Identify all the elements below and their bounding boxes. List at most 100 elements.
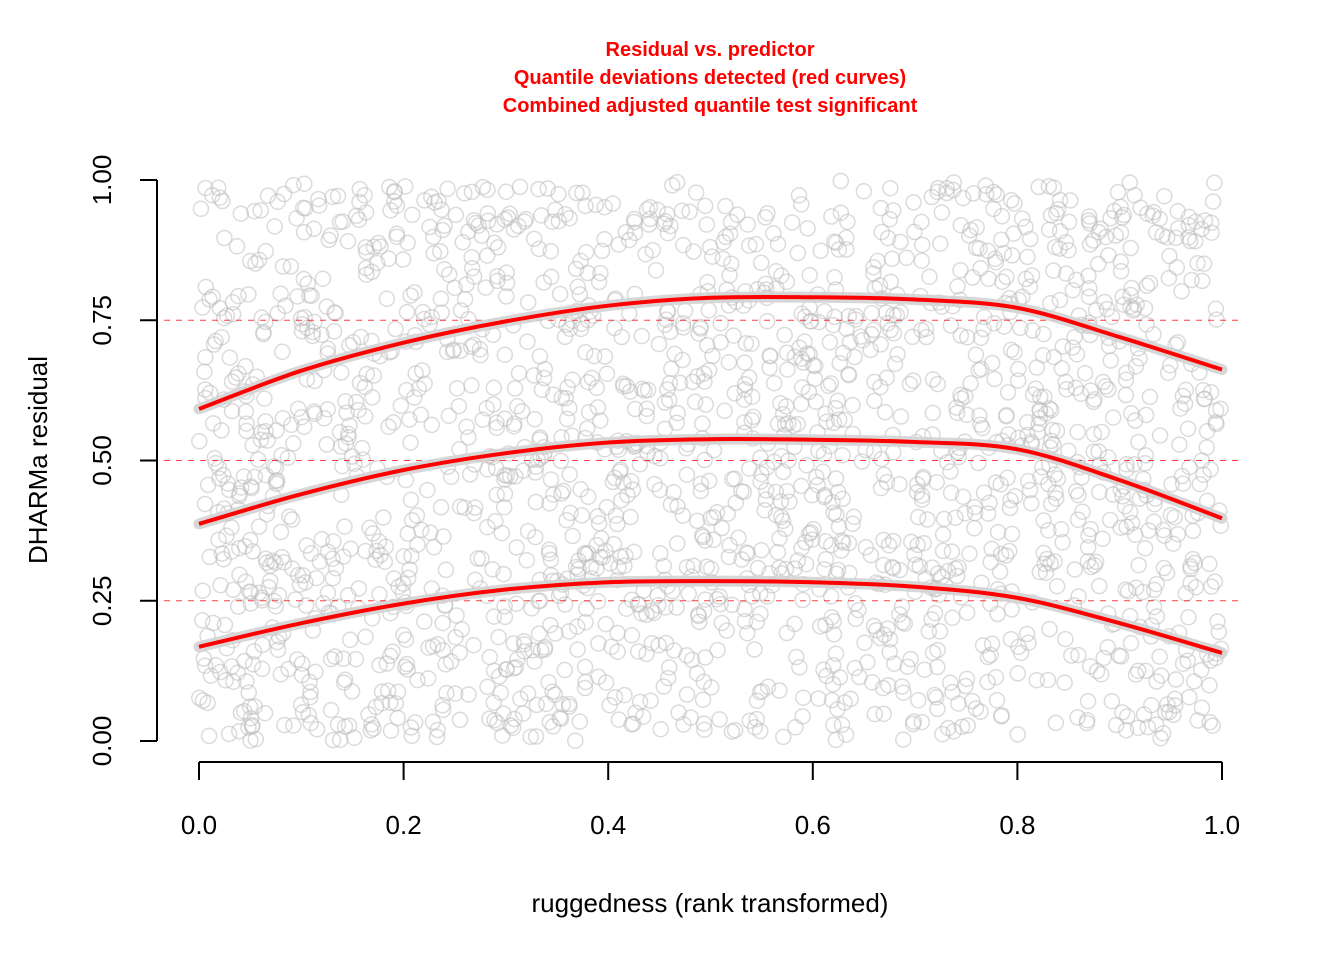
residual-point [556,596,574,613]
residual-point [295,270,313,288]
residual-point [429,721,446,739]
residual-point [364,525,382,542]
residual-point [329,187,347,205]
residual-point [909,476,926,493]
residual-point [596,348,614,365]
residual-point [772,493,790,510]
residual-point [574,184,591,202]
residual-point [675,236,692,254]
residual-point [388,228,406,245]
residual-point [518,551,536,569]
residual-point [1062,192,1079,209]
residual-point [237,573,255,590]
residual-point [347,650,365,668]
residual-point [633,327,651,345]
residual-point [385,414,402,431]
residual-point [876,403,894,421]
residual-point [620,231,638,249]
residual-point [627,704,644,722]
residual-point [461,466,479,483]
residual-point [993,231,1010,248]
y-axis: 0.00 0.25 0.50 0.75 1.00 [87,155,158,766]
residual-point [552,710,570,728]
residual-point [341,631,359,649]
residual-point [381,647,399,665]
residual-point [433,304,450,321]
residual-point [810,690,827,707]
residual-point [971,407,988,424]
residual-point [242,595,259,612]
residual-point [910,692,927,709]
residual-point [989,523,1007,541]
residual-point [1081,280,1098,297]
residual-point [786,615,803,633]
residual-point [906,546,923,563]
residual-point [381,178,398,196]
residual-point [527,728,545,745]
residual-point [965,185,982,202]
residual-point [399,569,417,587]
residual-point [847,610,864,628]
residual-point [561,320,579,338]
residual-point [1028,671,1045,689]
residual-point [560,698,578,715]
residual-point [545,386,562,403]
residual-point [725,327,742,344]
residual-point [964,269,981,286]
residual-point [428,728,446,746]
residual-point [905,194,922,211]
residual-point [558,410,576,428]
residual-point [288,209,305,227]
residual-point [719,505,736,522]
residual-point [403,727,421,745]
residual-point [357,542,374,560]
residual-point [885,325,903,342]
residual-point [741,712,759,729]
residual-point [613,328,630,346]
residual-point [957,677,974,695]
residual-point [769,415,787,433]
residual-point [685,557,703,575]
residual-point [196,363,213,380]
residual-point [530,625,548,642]
residual-point [242,583,260,601]
residual-point [994,273,1011,290]
residual-point [590,515,608,532]
residual-point [452,342,469,360]
residual-point [736,612,754,630]
residual-point [542,551,560,569]
residual-point [217,672,234,689]
residual-point [527,464,544,481]
residual-point [842,690,859,708]
residual-point [673,202,691,220]
residual-point [680,585,697,603]
residual-point [272,285,289,302]
residual-point [775,728,792,746]
x-tick-label: 0.8 [999,810,1035,840]
residual-point [191,689,208,707]
residual-point [1196,212,1214,229]
residual-point [610,236,627,253]
residual-point [872,378,889,396]
residual-point [883,250,901,268]
residual-point [704,248,721,265]
residual-point [972,329,990,347]
residual-point [339,233,357,250]
residual-point [334,457,351,475]
residual-point [805,520,822,538]
residual-point [1187,579,1205,596]
residual-point [302,545,320,562]
residual-point [339,587,357,604]
residual-point [223,402,241,420]
residual-point [1136,540,1154,557]
residual-point [1177,381,1195,399]
residual-point [944,609,961,627]
residual-point [356,408,374,425]
residual-point [440,407,458,425]
residual-point [513,403,531,420]
residual-point [388,225,406,242]
residual-point [294,567,312,584]
residual-point [947,560,964,577]
residual-point [442,468,460,486]
residual-point [207,332,224,350]
